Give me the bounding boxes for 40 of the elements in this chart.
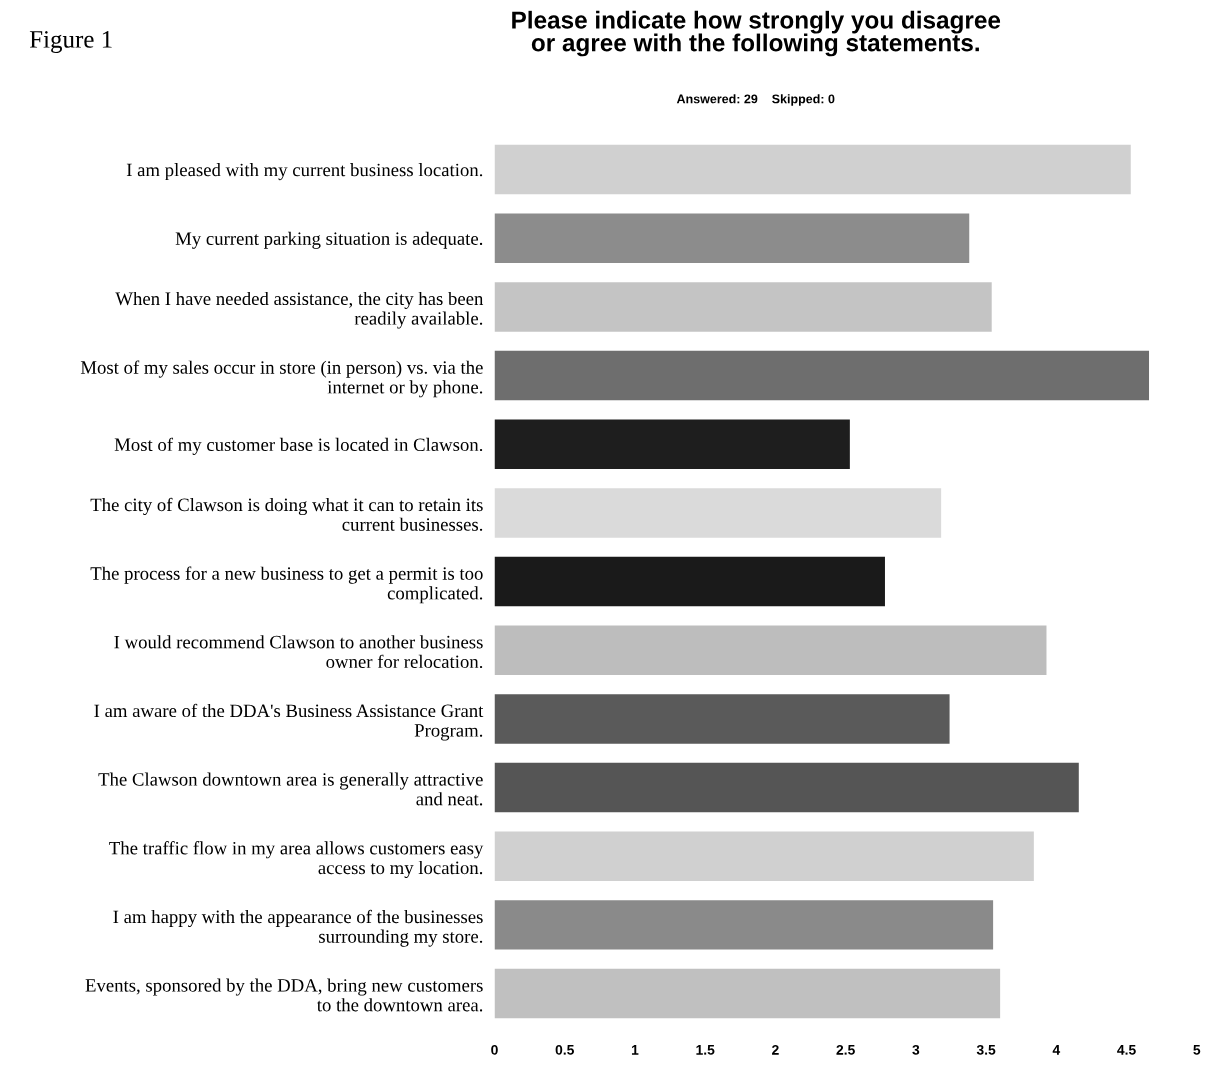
- y-tick-label: I would recommend Clawson to another business owner for relocation.: [114, 635, 483, 669]
- bar: [494, 144, 1131, 195]
- bar: [494, 488, 942, 538]
- bar: [494, 625, 1047, 675]
- bar: [494, 213, 970, 263]
- y-tick-label: My current parking situation is adequate.: [175, 231, 483, 249]
- y-tick-label: I am happy with the appearance of the businesses surrounding my store.: [113, 909, 483, 947]
- bar: [494, 900, 994, 950]
- y-tick-label: The city of Clawson is doing what it can to retain its current businesses.: [90, 497, 483, 531]
- x-tick-label: 0: [491, 1044, 498, 1055]
- y-tick-label: I am pleased with my current business location.: [126, 163, 483, 181]
- y-tick-label: The Clawson downtown area is generally attractive and neat.: [98, 772, 483, 806]
- x-tick-label: 5: [1193, 1045, 1201, 1055]
- x-tick-label: 3: [912, 1044, 920, 1055]
- caption: Figure 1: [29, 31, 112, 53]
- y-tick-label: I am aware of the DDA's Business Assistance Grant Program.: [94, 703, 484, 741]
- y-tick-label: The traffic flow in my area allows customers easy access to my location.: [109, 841, 484, 879]
- chart-subtitle: Answered: 29 Skipped: 0: [676, 94, 835, 106]
- bar: [494, 419, 850, 469]
- x-tick-label: 3.5: [976, 1044, 996, 1055]
- x-tick-label: 1: [631, 1045, 639, 1055]
- x-tick-label: 4: [1052, 1045, 1061, 1055]
- bar: [494, 350, 1150, 401]
- x-tick-label: 2.5: [836, 1044, 855, 1055]
- chart-title: Please indicate how strongly you disagree or agree with the following statements.: [512, 10, 1001, 57]
- y-tick-label: Most of my sales occur in store (in person) vs. via the internet or by phone.: [80, 360, 483, 398]
- y-tick-label: The process for a new business to get a permit is too complicated.: [90, 566, 483, 604]
- y-tick-label: Events, sponsored by the DDA, bring new customers to the downtown area.: [85, 978, 483, 1012]
- x-tick-label: 1.5: [696, 1045, 715, 1055]
- bar: [494, 282, 992, 332]
- bar: [494, 968, 1001, 1019]
- y-tick-label: Most of my customer base is located in Clawson.: [114, 437, 483, 455]
- x-tick-label: 0.5: [555, 1044, 574, 1055]
- bar: [494, 831, 1034, 881]
- bar: [494, 762, 1079, 813]
- bar: [494, 556, 885, 607]
- x-tick-label: 4.5: [1117, 1045, 1136, 1055]
- x-tick-label: 2: [772, 1044, 779, 1055]
- y-tick-label: When I have needed assistance, the city has been readily available.: [115, 291, 484, 329]
- bar: [494, 694, 950, 744]
